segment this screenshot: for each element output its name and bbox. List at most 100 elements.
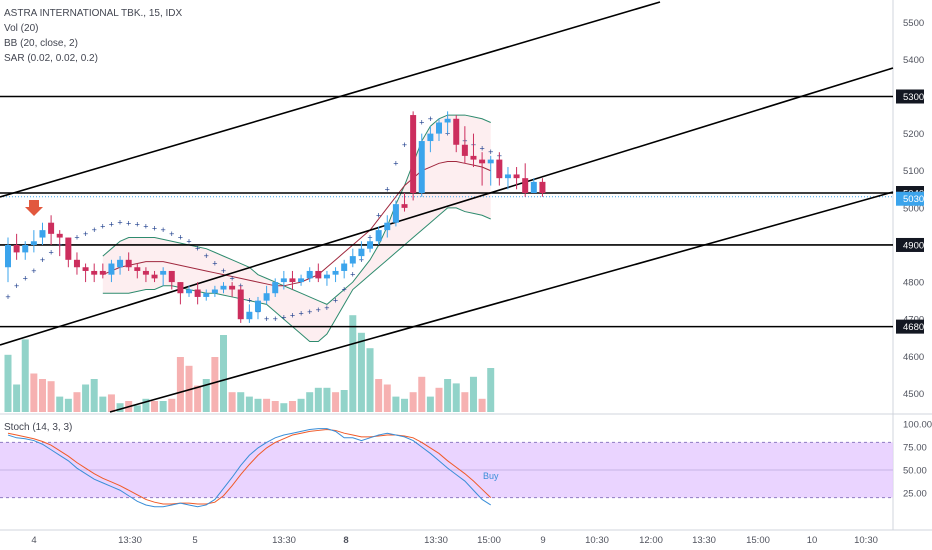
stoch-d-line bbox=[7, 429, 492, 505]
chart-legend: ASTRA INTERNATIONAL TBK., 15, IDX Vol (2… bbox=[4, 6, 182, 66]
volume-bar bbox=[357, 332, 365, 412]
volume-bar bbox=[435, 387, 443, 412]
candle-body bbox=[237, 289, 244, 320]
sar-dot: + bbox=[5, 292, 10, 302]
stoch-k-line bbox=[7, 428, 491, 508]
candle-body bbox=[367, 241, 374, 249]
sar-dot: + bbox=[126, 218, 131, 228]
sar-dot: + bbox=[307, 307, 312, 317]
candle-body bbox=[82, 267, 89, 271]
candle-body bbox=[298, 278, 305, 283]
sar-dot: + bbox=[14, 281, 19, 291]
sar-dot: + bbox=[376, 210, 381, 220]
time-tick-label: 13:30 bbox=[692, 535, 716, 546]
symbol-title: ASTRA INTERNATIONAL TBK., 15, IDX bbox=[4, 8, 183, 19]
candle-body bbox=[168, 270, 175, 283]
candle-body bbox=[22, 244, 29, 253]
stoch-tick-label: 75.00 bbox=[903, 443, 927, 454]
candle-body bbox=[315, 270, 322, 279]
volume-bar bbox=[245, 396, 253, 412]
volume-bar bbox=[47, 381, 55, 412]
candle-body bbox=[444, 118, 451, 123]
price-tick-label: 5500 bbox=[903, 18, 924, 29]
time-tick-label: 9 bbox=[540, 535, 545, 546]
sar-dot: + bbox=[204, 251, 209, 261]
volume-bar bbox=[99, 396, 107, 412]
volume-bar bbox=[392, 396, 400, 412]
volume-bar bbox=[64, 398, 72, 412]
sar-dot: + bbox=[195, 244, 200, 254]
sar-dot: + bbox=[350, 270, 355, 280]
sar-dot: + bbox=[23, 273, 28, 283]
sar-dot: + bbox=[316, 305, 321, 315]
candle-body bbox=[427, 133, 434, 142]
candle-body bbox=[358, 248, 365, 257]
candle-body bbox=[91, 270, 98, 275]
volume-bar bbox=[228, 392, 236, 412]
time-tick-label: 13:30 bbox=[272, 535, 296, 546]
volume-bar bbox=[21, 339, 29, 412]
candle-body bbox=[203, 293, 210, 297]
volume-bar bbox=[288, 401, 296, 412]
volume-bar bbox=[142, 398, 150, 412]
volume-bar bbox=[487, 368, 495, 412]
sar-dot: + bbox=[48, 247, 53, 257]
volume-bar bbox=[418, 376, 426, 412]
volume-bar bbox=[13, 384, 21, 412]
candle-body bbox=[375, 230, 382, 242]
candle-body bbox=[220, 285, 227, 290]
volume-bar bbox=[38, 379, 46, 412]
sar-dot: + bbox=[419, 117, 424, 127]
stoch-tick-label: 100.00 bbox=[903, 420, 932, 431]
price-tick-label: 4500 bbox=[903, 389, 924, 400]
volume-bar bbox=[90, 379, 98, 412]
candle-body bbox=[341, 263, 348, 271]
sar-dot: + bbox=[31, 266, 36, 276]
time-tick-label: 4 bbox=[31, 535, 36, 546]
time-tick-label: 10 bbox=[807, 535, 818, 546]
level-badge-label: 4680 bbox=[903, 322, 924, 333]
sar-dot: + bbox=[161, 225, 166, 235]
sar-dot: + bbox=[169, 229, 174, 239]
bb-upper-line bbox=[102, 114, 491, 305]
candle-body bbox=[323, 274, 330, 279]
trend-line bbox=[0, 1, 661, 198]
price-tick-label: 4800 bbox=[903, 278, 924, 289]
candle-body bbox=[272, 282, 279, 294]
level-badge bbox=[896, 89, 924, 104]
sar-dot: + bbox=[178, 233, 183, 243]
stoch-tick-label: 50.00 bbox=[903, 466, 927, 477]
volume-bar bbox=[469, 376, 477, 412]
candle-body bbox=[479, 159, 486, 164]
candle-body bbox=[401, 204, 408, 208]
sar-dot: + bbox=[40, 255, 45, 265]
price-tick-label: 5400 bbox=[903, 55, 924, 66]
volume-bar bbox=[159, 401, 167, 412]
candle-body bbox=[177, 282, 184, 294]
volume-bar bbox=[237, 392, 245, 412]
sar-dot: + bbox=[135, 220, 140, 230]
time-tick-label: 10:30 bbox=[854, 535, 878, 546]
candle-body bbox=[56, 233, 63, 238]
candle-body bbox=[539, 181, 546, 194]
candle-body bbox=[504, 174, 511, 179]
sar-dot: + bbox=[143, 221, 148, 231]
volume-bar bbox=[56, 396, 64, 412]
time-tick-label: 15:00 bbox=[477, 535, 501, 546]
candle-body bbox=[522, 178, 529, 194]
volume-bar bbox=[116, 403, 124, 412]
candle-body bbox=[134, 267, 141, 271]
time-tick-label: 12:00 bbox=[639, 535, 663, 546]
sar-dot: + bbox=[333, 296, 338, 306]
sar-dot: + bbox=[83, 229, 88, 239]
candle-body bbox=[410, 115, 417, 194]
level-badge bbox=[896, 237, 924, 252]
sar-dot: + bbox=[428, 114, 433, 124]
volume-bar bbox=[366, 348, 374, 412]
sar-dot: + bbox=[342, 285, 347, 295]
candle-body bbox=[513, 174, 520, 179]
bb-lower-line bbox=[102, 207, 491, 342]
level-badge-label: 4900 bbox=[903, 240, 924, 251]
sar-dot: + bbox=[100, 221, 105, 231]
